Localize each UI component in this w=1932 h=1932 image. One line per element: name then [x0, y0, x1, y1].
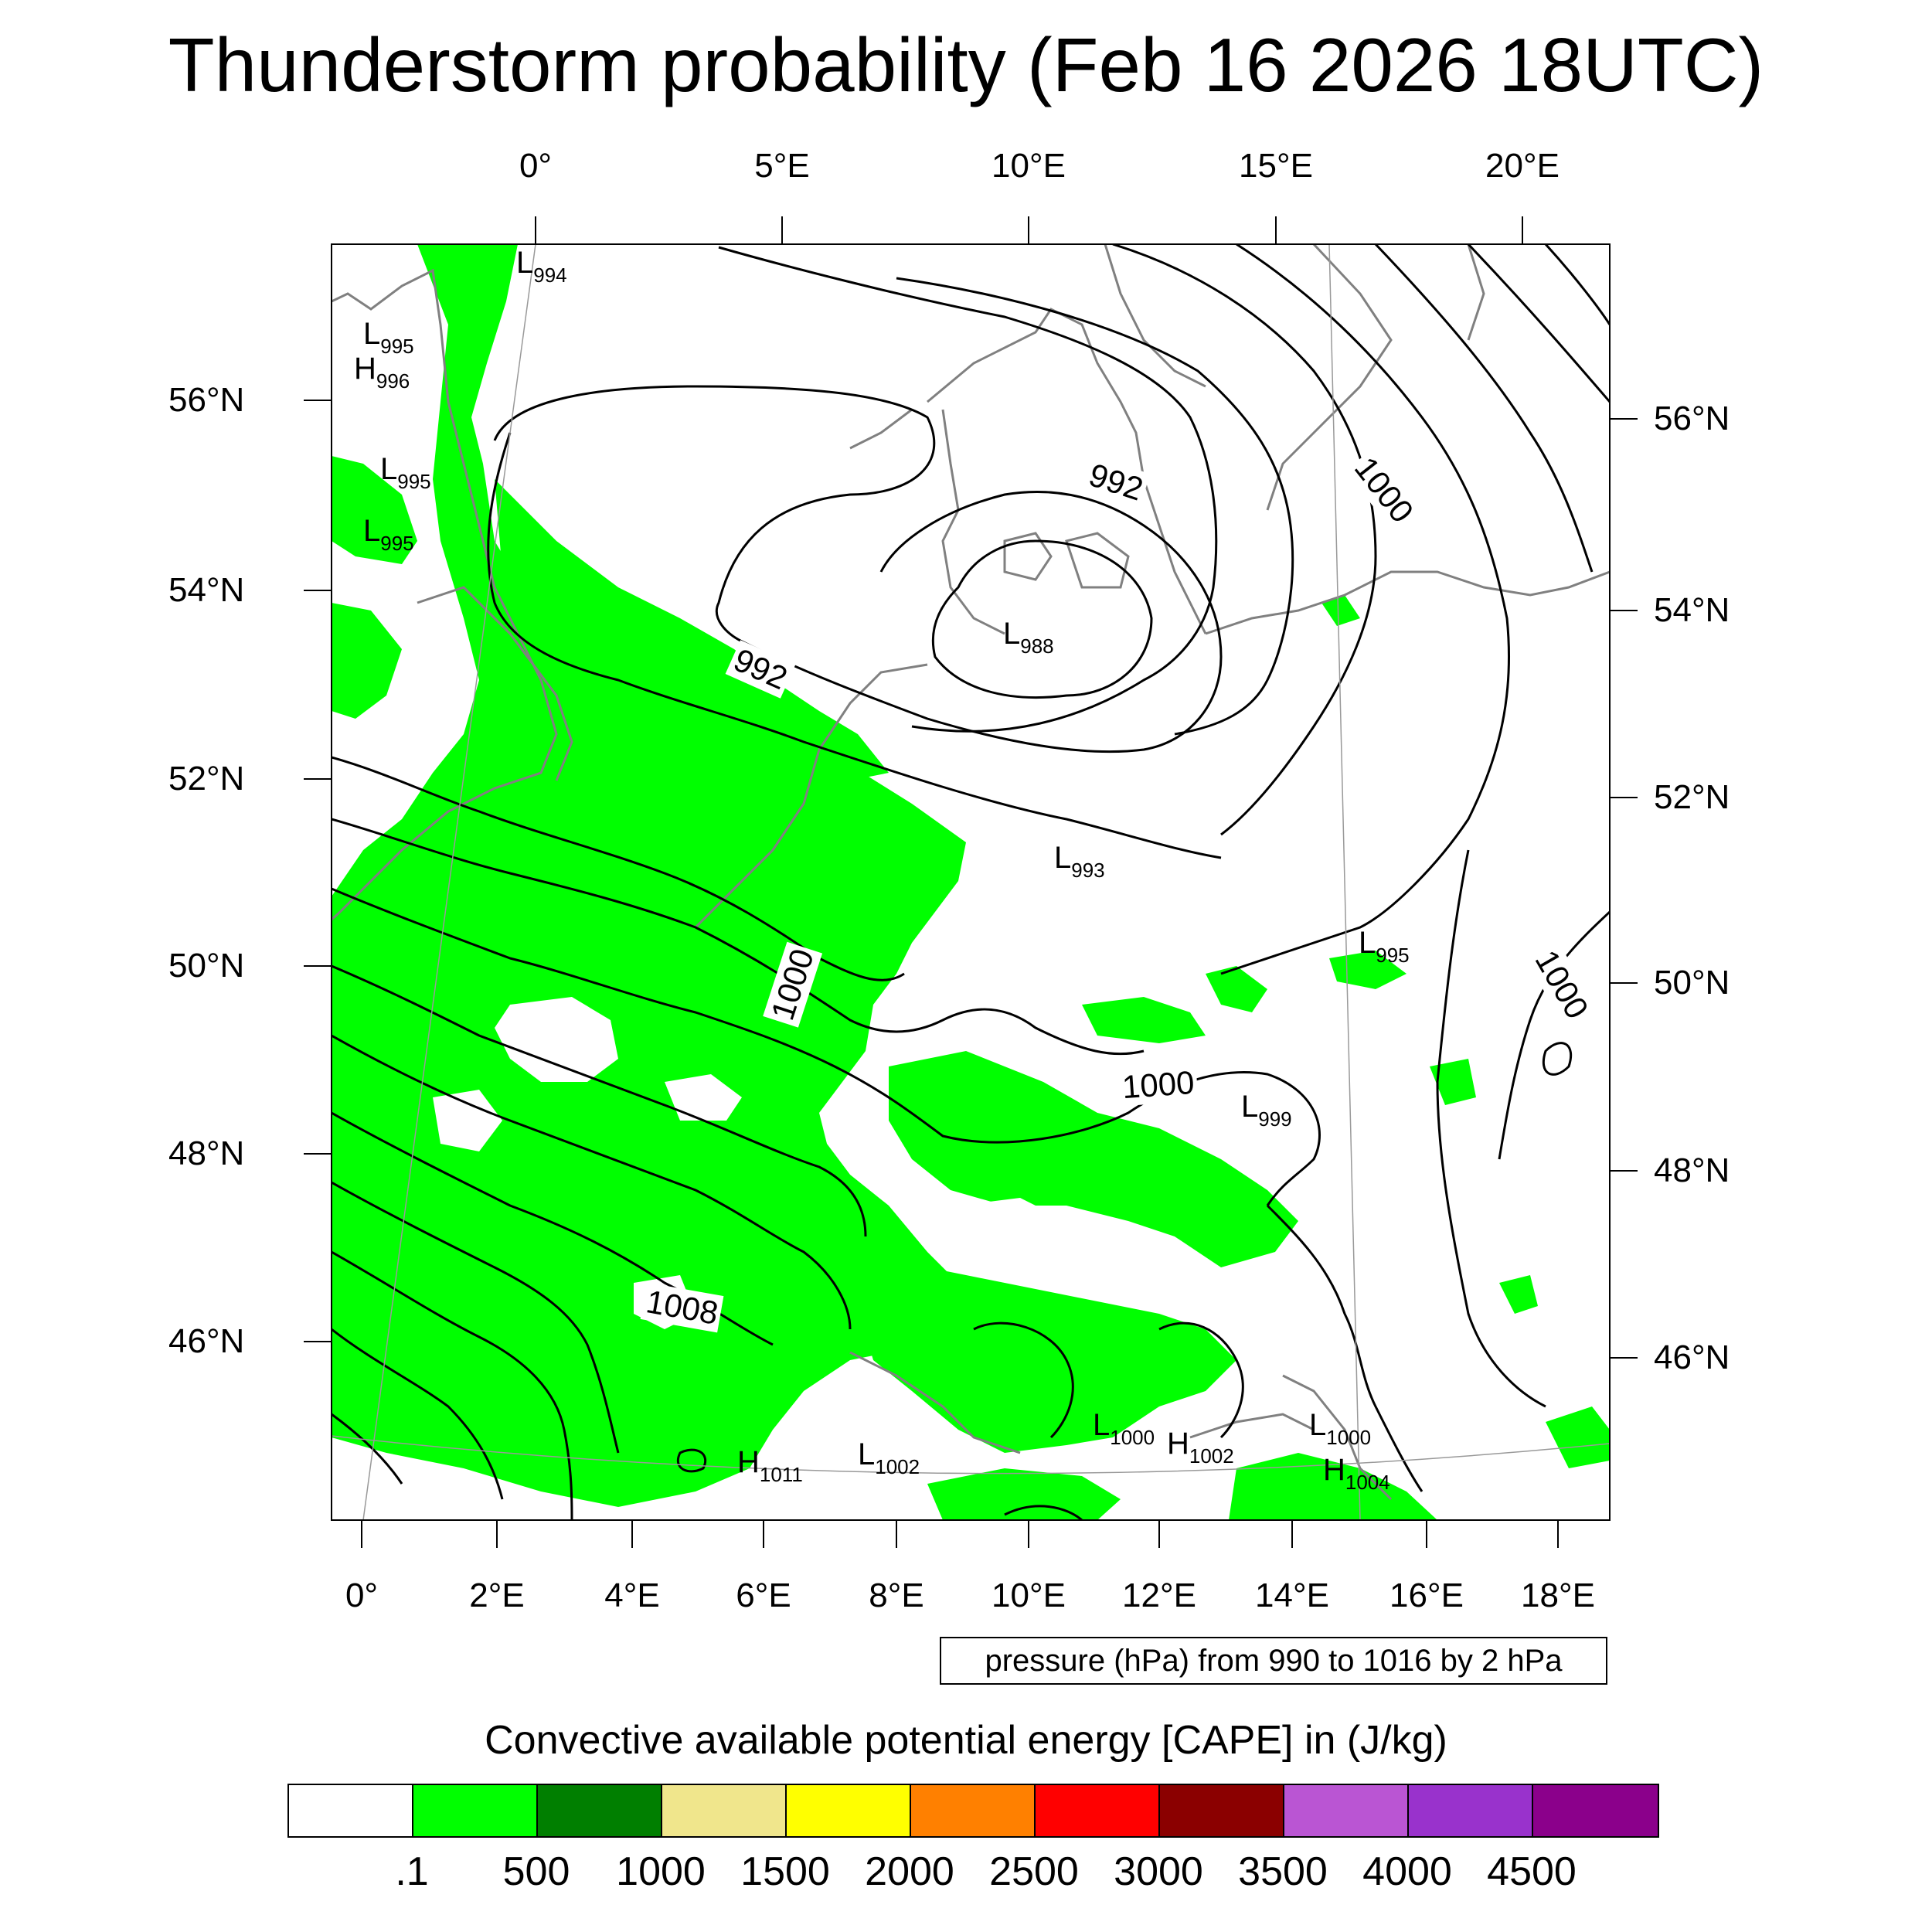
- left-lat-label: 56°N: [168, 381, 245, 419]
- pressure-system-label: L1000: [1093, 1408, 1155, 1449]
- colorbar-box: [289, 1785, 413, 1836]
- colorbar-label: 4000: [1362, 1849, 1452, 1894]
- colorbar-box: [1533, 1785, 1658, 1836]
- left-lat-label: 54°N: [168, 571, 245, 609]
- map-title: Thunderstorm probability (Feb 16 2026 18…: [168, 22, 1764, 107]
- colorbar-label: 500: [502, 1849, 570, 1894]
- colorbar-title: Convective available potential energy [C…: [485, 1718, 1447, 1763]
- colorbar-box: [1036, 1785, 1160, 1836]
- left-lat-label: 50°N: [168, 947, 245, 985]
- bottom-lon-label: 14°E: [1255, 1577, 1329, 1614]
- right-lat-label: 48°N: [1654, 1151, 1730, 1189]
- colorbar-box: [538, 1785, 662, 1836]
- colorbar-label: .1: [395, 1849, 429, 1894]
- bottom-lon-label: 2°E: [469, 1577, 525, 1614]
- colorbar-label: 2500: [989, 1849, 1079, 1894]
- pressure-system-label: L995: [380, 452, 431, 493]
- left-lat-label: 52°N: [168, 760, 245, 798]
- top-lon-label: 5°E: [754, 147, 810, 185]
- right-lat-label: 50°N: [1654, 964, 1730, 1002]
- colorbar-box: [1409, 1785, 1533, 1836]
- pressure-system-label: L1002: [858, 1437, 920, 1478]
- pressure-system-label: H1011: [737, 1445, 803, 1486]
- pressure-system-label: L995: [363, 317, 414, 358]
- contour-label: 1000: [1117, 1063, 1199, 1107]
- pressure-system-label: L999: [1241, 1090, 1292, 1131]
- top-lon-label: 0°: [519, 147, 553, 185]
- bottom-lon-label: 16°E: [1389, 1577, 1464, 1614]
- bottom-lon-label: 18°E: [1521, 1577, 1595, 1614]
- pressure-note: pressure (hPa) from 990 to 1016 by 2 hPa: [940, 1637, 1607, 1685]
- colorbar-label: 2000: [865, 1849, 954, 1894]
- right-lat-label: 52°N: [1654, 778, 1730, 816]
- right-lat-label: 56°N: [1654, 400, 1730, 437]
- colorbar-label: 1500: [740, 1849, 830, 1894]
- axis-ticks: [304, 216, 1638, 1548]
- bottom-lon-label: 0°: [345, 1577, 379, 1614]
- top-lon-label: 20°E: [1485, 147, 1560, 185]
- bottom-lon-label: 6°E: [736, 1577, 791, 1614]
- pressure-system-label: L994: [516, 246, 567, 287]
- colorbar-label: 3500: [1238, 1849, 1328, 1894]
- bottom-lon-label: 8°E: [869, 1577, 924, 1614]
- right-lat-label: 46°N: [1654, 1338, 1730, 1376]
- pressure-system-label: H996: [354, 352, 410, 393]
- colorbar-label: 3000: [1114, 1849, 1203, 1894]
- colorbar-label: 4500: [1487, 1849, 1577, 1894]
- colorbar-box: [1160, 1785, 1284, 1836]
- colorbar-box: [911, 1785, 1036, 1836]
- pressure-system-label: L1000: [1309, 1408, 1372, 1449]
- top-lon-label: 10°E: [992, 147, 1066, 185]
- colorbar-box: [662, 1785, 787, 1836]
- colorbar-label: 1000: [616, 1849, 706, 1894]
- graticule: [331, 243, 1611, 1521]
- left-lat-label: 46°N: [168, 1322, 245, 1360]
- bottom-lon-label: 10°E: [992, 1577, 1066, 1614]
- colorbar-box: [787, 1785, 911, 1836]
- left-lat-label: 48°N: [168, 1134, 245, 1172]
- top-lon-label: 15°E: [1239, 147, 1313, 185]
- colorbar-box: [413, 1785, 538, 1836]
- map-frame: [331, 243, 1611, 1521]
- colorbar: [287, 1784, 1659, 1838]
- bottom-lon-label: 4°E: [604, 1577, 660, 1614]
- bottom-lon-label: 12°E: [1122, 1577, 1196, 1614]
- pressure-system-label: L995: [363, 514, 414, 555]
- pressure-system-label: L993: [1054, 841, 1105, 882]
- pressure-system-label: L995: [1359, 926, 1410, 967]
- colorbar-box: [1284, 1785, 1409, 1836]
- right-lat-label: 54°N: [1654, 591, 1730, 629]
- pressure-system-label: H1002: [1167, 1427, 1234, 1468]
- pressure-system-label: H1004: [1323, 1453, 1390, 1494]
- pressure-system-label: L988: [1003, 617, 1054, 658]
